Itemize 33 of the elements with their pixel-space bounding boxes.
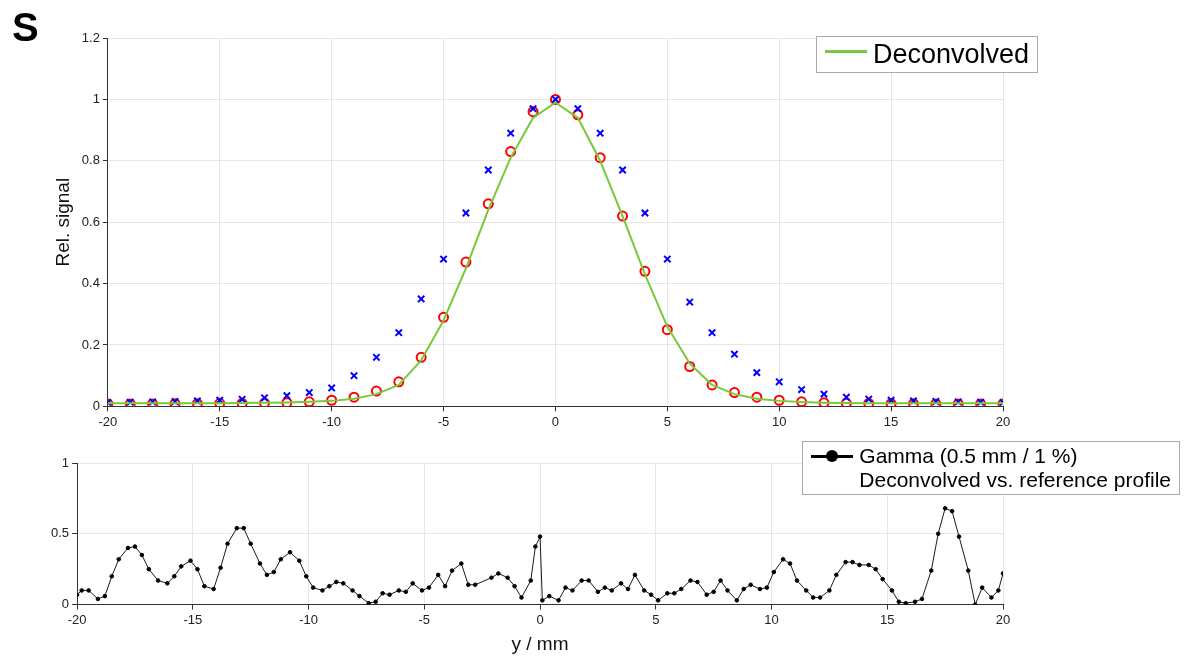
x-tick-label: 0: [536, 611, 544, 627]
x-tick-label: 5: [663, 413, 671, 429]
x-tick-label: 15: [880, 611, 895, 627]
x-tick-label: 10: [764, 611, 779, 627]
y-tick-label: 0.4: [81, 275, 100, 291]
x-axis-title: y / mm: [511, 632, 569, 654]
x-tick-label: 20: [995, 611, 1011, 627]
x-tick-label: 10: [771, 413, 787, 429]
x-tick-label: -15: [210, 413, 230, 429]
y-tick-label: 0.8: [81, 152, 100, 168]
x-tick-label: -5: [418, 611, 431, 627]
y-tick-label: 0: [92, 397, 100, 413]
y-tick-label: 0: [61, 596, 70, 612]
y-tick-label: 1: [92, 90, 100, 106]
y-tick-label: 0.2: [81, 336, 100, 352]
x-tick-label: -10: [299, 611, 318, 627]
y-tick-label: 0.5: [50, 525, 70, 541]
legend-label: Gamma (0.5 mm / 1 %) Deconvolved vs. reference profile: [859, 444, 1171, 493]
x-tick-label: -5: [437, 413, 450, 429]
x-tick-label: 0: [551, 413, 560, 429]
text: S: [12, 5, 39, 50]
y-tick-label: 1.2: [81, 29, 100, 45]
x-tick-label: -10: [322, 413, 342, 429]
y-tick-label: 0.6: [81, 213, 100, 229]
x-tick-label: 20: [995, 413, 1011, 429]
y-tick-label: 1: [61, 454, 70, 470]
x-tick-label: -15: [183, 611, 203, 627]
x-tick-label: -20: [98, 413, 118, 429]
legend-label: Deconvolved: [872, 39, 1029, 71]
x-tick-label: 5: [652, 611, 660, 627]
x-tick-label: 15: [883, 413, 899, 429]
x-tick-label: -20: [67, 611, 87, 627]
y-axis-title: Rel. signal: [51, 177, 73, 267]
